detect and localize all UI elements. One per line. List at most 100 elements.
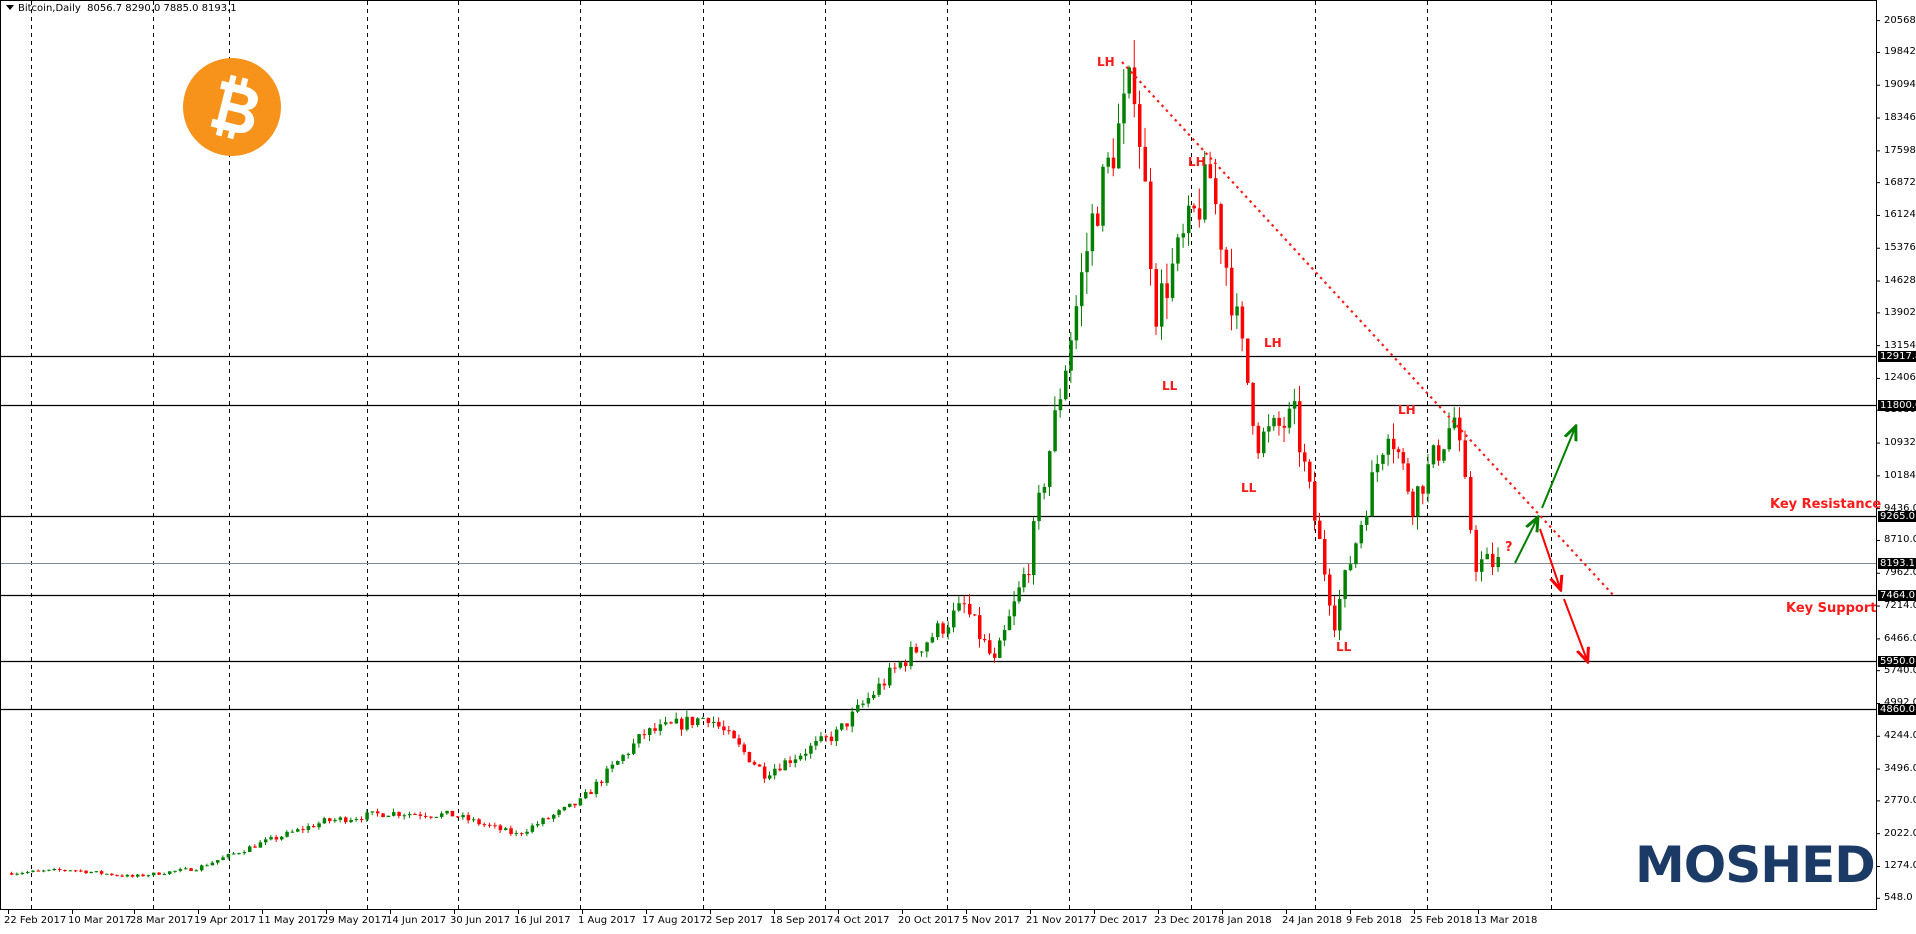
- bull-candle: [957, 603, 961, 611]
- bull-candle: [440, 813, 444, 817]
- y-axis-label: 10184.0: [1884, 469, 1916, 481]
- bear-candle: [58, 869, 62, 871]
- bull-candle: [258, 842, 263, 848]
- bear-candle: [680, 718, 684, 730]
- key-resistance-label: Key Resistance: [1770, 497, 1882, 512]
- bear-candle: [757, 764, 762, 767]
- bear-candle: [762, 766, 767, 779]
- bear-candle: [1149, 181, 1153, 269]
- bear-candle: [845, 723, 849, 727]
- y-axis-label: 548.0: [1884, 892, 1913, 904]
- bull-candle: [15, 873, 19, 875]
- bear-candle: [1132, 67, 1137, 105]
- bear-candle: [79, 870, 83, 872]
- bull-candle: [1447, 428, 1451, 450]
- bull-candle: [1442, 449, 1446, 461]
- bear-candle: [157, 872, 161, 875]
- bull-candle: [819, 736, 823, 742]
- y-axis-label: 19094.0: [1884, 79, 1916, 91]
- bear-candle: [381, 813, 385, 818]
- bull-candle: [1338, 598, 1342, 631]
- bull-candle: [1187, 205, 1191, 234]
- bull-candle: [296, 829, 300, 832]
- bull-candle: [626, 753, 631, 756]
- bull-candle: [1017, 587, 1021, 602]
- bull-candle: [648, 728, 652, 736]
- bear-candle: [978, 615, 982, 640]
- y-axis-label: 18346.0: [1884, 112, 1916, 124]
- bear-candle: [141, 874, 145, 877]
- bullish-arrow-1: [1514, 519, 1537, 564]
- bear-candle: [914, 646, 919, 653]
- bull-candle: [162, 874, 167, 876]
- bull-candle: [1074, 306, 1079, 341]
- bull-candle: [696, 718, 700, 726]
- bull-candle: [1176, 237, 1180, 264]
- bull-candle: [47, 869, 51, 871]
- swing-label-lh: LH: [1188, 155, 1206, 169]
- bull-candle: [1101, 166, 1105, 226]
- bull-candle: [1485, 553, 1489, 560]
- bull-candle: [1042, 486, 1047, 493]
- bull-candle: [248, 846, 252, 852]
- y-axis-label: 15376.0: [1884, 242, 1916, 254]
- y-axis-label: 4992.0: [1884, 697, 1916, 708]
- question-mark-label: ?: [1505, 540, 1513, 555]
- x-axis-label: 4 Oct 2017: [834, 915, 890, 926]
- current-price-tag: 8193.1: [1878, 557, 1916, 569]
- bull-candle: [1452, 417, 1457, 429]
- level-price-tag: 11800.0: [1878, 399, 1916, 411]
- x-axis-label: 25 Feb 2018: [1410, 915, 1473, 926]
- y-axis-label: 5740.0: [1884, 664, 1916, 676]
- bull-candle: [242, 851, 247, 854]
- bull-candle: [621, 755, 625, 762]
- bull-candle: [877, 683, 881, 695]
- bear-candle: [962, 603, 967, 605]
- bull-candle: [445, 810, 449, 814]
- bear-candle: [1154, 268, 1158, 327]
- bull-candle: [1160, 283, 1164, 327]
- bull-candle: [814, 741, 818, 746]
- symbol-label: Bitcoin,Daily: [18, 3, 81, 14]
- bear-candle: [642, 734, 647, 736]
- bull-candle: [237, 853, 241, 855]
- bear-candle: [993, 653, 997, 658]
- bear-candle: [546, 818, 551, 820]
- bull-candle: [866, 698, 871, 704]
- bull-candle: [285, 831, 289, 837]
- bull-candle: [1002, 630, 1007, 641]
- y-axis-label: 7962.0: [1884, 567, 1916, 579]
- bull-candle: [536, 824, 540, 826]
- bear-candle: [424, 815, 428, 817]
- bull-candle: [1053, 410, 1057, 452]
- y-axis-label: 17598.0: [1884, 144, 1916, 156]
- bullish-arrow-2: [1541, 428, 1575, 509]
- bear-candle: [1027, 574, 1031, 576]
- bull-candle: [768, 775, 772, 779]
- bear-candle: [1165, 283, 1169, 298]
- bull-candle: [402, 815, 407, 817]
- bull-candle: [1292, 401, 1297, 409]
- chart-header: Bitcoin,Daily 8056.7 8290.0 7885.0 8193.…: [6, 3, 237, 14]
- bear-candle: [589, 792, 593, 795]
- bull-candle: [365, 812, 369, 820]
- bear-candle: [189, 868, 193, 871]
- bear-candle: [737, 738, 741, 745]
- bear-candle: [1463, 440, 1467, 477]
- bull-candle: [850, 711, 855, 727]
- bear-candle: [1421, 486, 1425, 494]
- bear-candle: [450, 810, 455, 817]
- swing-label-ll: LL: [1336, 640, 1352, 654]
- bull-candle: [920, 651, 924, 653]
- bull-candle: [26, 871, 30, 873]
- dropdown-triangle-icon[interactable]: [6, 5, 14, 10]
- bull-candle: [194, 870, 199, 872]
- bull-candle: [168, 871, 172, 875]
- bull-candle: [269, 837, 273, 840]
- bull-candle: [1032, 521, 1036, 576]
- bear-candle: [36, 870, 41, 872]
- y-axis-label: 8710.0: [1884, 534, 1916, 546]
- bear-candle: [1230, 267, 1234, 316]
